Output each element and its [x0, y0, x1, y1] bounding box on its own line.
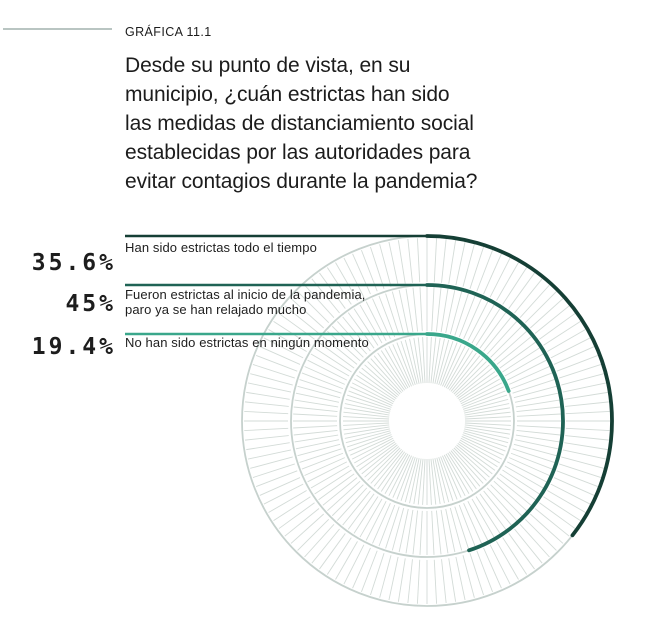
value-label: 19.4%: [31, 334, 116, 360]
value-label: 35.6%: [31, 250, 116, 276]
chart-kicker: GRÁFICA 11.1: [125, 25, 212, 39]
chart-title: Desde su punto de vista, en su municipio…: [125, 54, 478, 193]
category-label: No han sido estrictas en ningún momento: [125, 335, 369, 350]
category-label: Han sido estrictas todo el tiempo: [125, 240, 317, 255]
category-label: Fueron estrictas al inicio de la pandemi…: [125, 287, 366, 317]
decorative-rule: [3, 28, 112, 30]
value-label: 45%: [65, 291, 116, 317]
